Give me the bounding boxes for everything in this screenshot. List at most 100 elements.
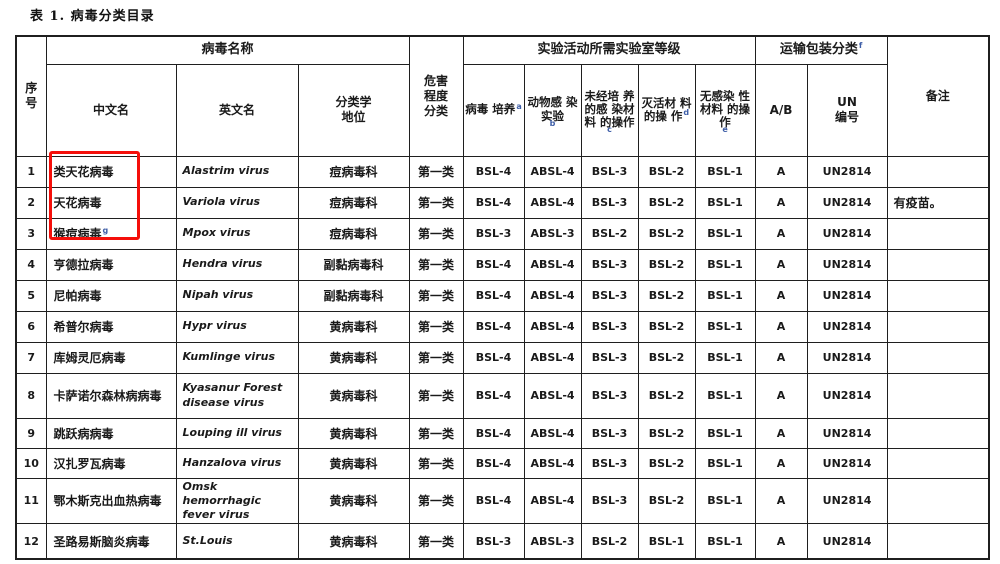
cn-name-cell: 鄂木斯克出血热病毒 <box>45 477 177 525</box>
uncultured-material-level-cell: BSL-2 <box>580 523 639 560</box>
table-row: 12 圣路易斯脑炎病毒 St.Louis 黄病毒科 第一类 BSL-3 ABSL-3 BSL-… <box>15 523 990 560</box>
cn-name-cell: 卡萨诺尔森林病病毒 <box>45 372 177 419</box>
en-name-cell: Louping ill virus <box>175 417 299 449</box>
col-header-transport-group: 运输包装分类f <box>754 35 888 65</box>
page-title: 表 1. 病毒分类目录 <box>30 9 155 24</box>
un-number-cell: UN2814 <box>806 477 888 525</box>
virus-culture-level-cell: BSL-4 <box>462 417 525 449</box>
noninfectious-material-level-cell: BSL-1 <box>694 417 756 449</box>
ab-class-cell: A <box>754 372 808 419</box>
noninfectious-material-level-cell: BSL-1 <box>694 447 756 479</box>
inactivated-material-level-cell: BSL-2 <box>637 186 696 219</box>
cn-name-cell: 库姆灵厄病毒 <box>45 341 177 374</box>
noninfectious-material-level-cell: BSL-1 <box>694 155 756 188</box>
col-header-en-name: 英文名 <box>175 63 299 157</box>
uncultured-material-level-cell: BSL-3 <box>580 186 639 219</box>
cn-name-cell: 圣路易斯脑炎病毒 <box>45 523 177 560</box>
col-header-index: 序 号 <box>15 35 47 157</box>
un-number-cell: UN2814 <box>806 310 888 343</box>
ab-class-cell: A <box>754 477 808 525</box>
inactivated-material-level-cell: BSL-2 <box>637 217 696 250</box>
cn-name-cell: 希普尔病毒 <box>45 310 177 343</box>
virus-culture-level-cell: BSL-4 <box>462 477 525 525</box>
animal-infection-level-cell: ABSL-3 <box>523 523 582 560</box>
taxonomy-cell: 黄病毒科 <box>297 417 410 449</box>
ab-class-cell: A <box>754 310 808 343</box>
inactivated-material-level-cell: BSL-1 <box>637 523 696 560</box>
table-row: 1 类天花病毒 Alastrim virus 痘病毒科 第一类 BSL-4 ABSL-4 BS… <box>15 155 990 188</box>
hazard-class-cell: 第一类 <box>408 447 464 479</box>
cn-name-cell: 尼帕病毒 <box>45 279 177 312</box>
table-row: 3 猴痘病毒g Mpox virus 痘病毒科 第一类 BSL-3 ABSL-3 BSL-2 B… <box>15 217 990 250</box>
inactivated-material-level-cell: BSL-2 <box>637 477 696 525</box>
noninfectious-material-level-cell: BSL-1 <box>694 341 756 374</box>
row-number-cell: 2 <box>15 186 47 219</box>
col-header-lab-level-group: 实验活动所需实验室等级 <box>462 35 756 65</box>
uncultured-material-level-cell: BSL-3 <box>580 155 639 188</box>
animal-infection-level-cell: ABSL-4 <box>523 279 582 312</box>
noninfectious-material-level-cell: BSL-1 <box>694 186 756 219</box>
col-header-virus-name-group: 病毒名称 <box>45 35 410 65</box>
ab-class-cell: A <box>754 155 808 188</box>
remark-cell <box>886 341 990 374</box>
uncultured-material-level-cell: BSL-2 <box>580 217 639 250</box>
virus-culture-level-cell: BSL-4 <box>462 248 525 281</box>
en-name-cell: Hypr virus <box>175 310 299 343</box>
noninfectious-material-level-cell: BSL-1 <box>694 248 756 281</box>
row-number-cell: 11 <box>15 477 47 525</box>
col-header-remark: 备注 <box>886 35 990 157</box>
taxonomy-cell: 痘病毒科 <box>297 155 410 188</box>
en-name-cell: Kyasanur Forest disease virus <box>175 372 299 419</box>
taxonomy-cell: 黄病毒科 <box>297 310 410 343</box>
taxonomy-cell: 黄病毒科 <box>297 447 410 479</box>
en-name-cell: Kumlinge virus <box>175 341 299 374</box>
un-number-cell: UN2814 <box>806 341 888 374</box>
remark-cell <box>886 248 990 281</box>
un-number-cell: UN2814 <box>806 217 888 250</box>
en-name-cell: Omsk hemorrhagic fever virus <box>175 477 299 525</box>
transport-group-label: 运输包装分类 <box>779 42 858 58</box>
en-name-cell: Variola virus <box>175 186 299 219</box>
footnote-ref-f: f <box>858 40 863 50</box>
taxonomy-cell: 黄病毒科 <box>297 341 410 374</box>
animal-infection-level-cell: ABSL-4 <box>523 310 582 343</box>
remark-cell <box>886 279 990 312</box>
noninfectious-material-level-cell: BSL-1 <box>694 372 756 419</box>
hazard-class-cell: 第一类 <box>408 279 464 312</box>
remark-cell <box>886 477 990 525</box>
footnote-ref-g: g <box>102 226 109 235</box>
taxonomy-cell: 副黏病毒科 <box>297 248 410 281</box>
en-name-cell: Hendra virus <box>175 248 299 281</box>
hazard-class-cell: 第一类 <box>408 417 464 449</box>
hazard-class-cell: 第一类 <box>408 310 464 343</box>
remark-cell <box>886 217 990 250</box>
virus-culture-label: 病毒 培养 <box>465 102 516 117</box>
virus-culture-level-cell: BSL-4 <box>462 310 525 343</box>
row-number-cell: 1 <box>15 155 47 188</box>
hazard-class-cell: 第一类 <box>408 186 464 219</box>
inactivated-material-level-cell: BSL-2 <box>637 372 696 419</box>
remark-cell <box>886 417 990 449</box>
uncultured-material-level-cell: BSL-3 <box>580 248 639 281</box>
col-header-inactivated-material: 灭活材 料的操 作d <box>637 63 696 157</box>
remark-cell <box>886 372 990 419</box>
un-number-cell: UN2814 <box>806 523 888 560</box>
col-header-cn-name: 中文名 <box>45 63 177 157</box>
animal-infection-level-cell: ABSL-4 <box>523 186 582 219</box>
animal-infection-level-cell: ABSL-4 <box>523 477 582 525</box>
virus-culture-level-cell: BSL-4 <box>462 279 525 312</box>
un-number-cell: UN2814 <box>806 248 888 281</box>
cn-name-cell: 亨德拉病毒 <box>45 248 177 281</box>
noninfectious-material-level-cell: BSL-1 <box>694 217 756 250</box>
uncultured-material-level-cell: BSL-3 <box>580 447 639 479</box>
un-number-cell: UN2814 <box>806 279 888 312</box>
un-number-cell: UN2814 <box>806 155 888 188</box>
taxonomy-cell: 痘病毒科 <box>297 217 410 250</box>
ab-class-cell: A <box>754 341 808 374</box>
footnote-ref-a: a <box>516 101 522 111</box>
row-number-cell: 3 <box>15 217 47 250</box>
table-row: 5 尼帕病毒 Nipah virus 副黏病毒科 第一类 BSL-4 ABSL-4 BSL-3… <box>15 279 990 312</box>
virus-culture-level-cell: BSL-4 <box>462 372 525 419</box>
inactivated-material-level-cell: BSL-2 <box>637 417 696 449</box>
inactivated-material-level-cell: BSL-2 <box>637 447 696 479</box>
